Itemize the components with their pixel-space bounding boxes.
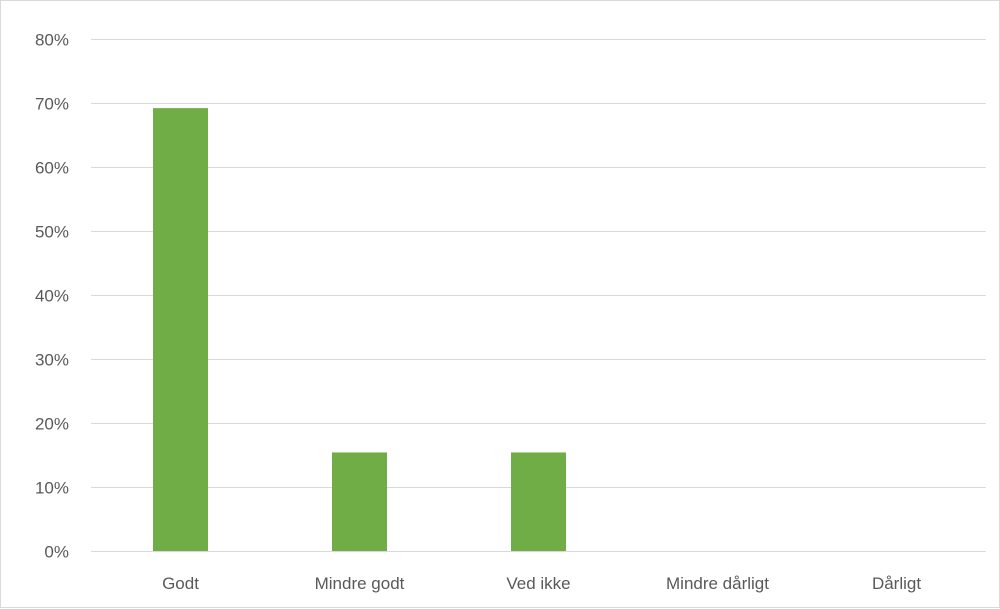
y-tick-label: 60% [35, 159, 69, 178]
y-tick-label: 20% [35, 415, 69, 434]
x-tick-label: Dårligt [872, 574, 921, 593]
y-tick-label: 30% [35, 351, 69, 370]
x-tick-label: Ved ikke [506, 574, 570, 593]
x-tick-label: Mindre godt [315, 574, 405, 593]
bar [153, 108, 208, 552]
y-tick-label: 10% [35, 479, 69, 498]
y-tick-label: 80% [35, 31, 69, 50]
x-tick-label: Godt [162, 574, 199, 593]
y-tick-label: 40% [35, 287, 69, 306]
y-tick-label: 70% [35, 95, 69, 114]
y-axis-tick-labels: 0% 10% 20% 30% 40% 50% 60% 70% 80% [35, 31, 69, 562]
x-axis-tick-labels: Godt Mindre godt Ved ikke Mindre dårligt Dår… [162, 574, 921, 593]
bars [153, 108, 566, 552]
bar [332, 452, 387, 551]
gridlines [91, 39, 986, 488]
bar [511, 452, 566, 551]
x-tick-label: Mindre dårligt [666, 574, 769, 593]
y-tick-label: 50% [35, 223, 69, 242]
y-tick-label: 0% [44, 543, 69, 562]
